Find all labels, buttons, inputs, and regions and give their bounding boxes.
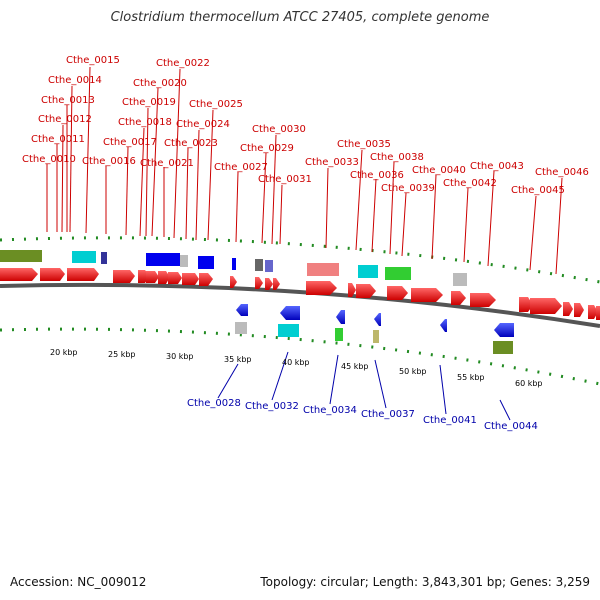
- gene-label: Cthe_0023: [164, 138, 218, 149]
- gene-label: Cthe_0024: [176, 119, 230, 130]
- gene-label: Cthe_0036: [350, 170, 404, 181]
- kbp-tick: 25 kbp: [108, 350, 136, 359]
- gene-label: Cthe_0045: [511, 185, 565, 196]
- top-gene-labels: Cthe_0010 Cthe_0011 Cthe_0012 Cthe_0013 …: [22, 55, 589, 196]
- gene-label: Cthe_0031: [258, 174, 312, 185]
- gene-label: Cthe_0021: [140, 158, 194, 169]
- gene-label: Cthe_0043: [470, 161, 524, 172]
- kbp-tick: 55 kbp: [457, 373, 485, 382]
- gene-label: Cthe_0038: [370, 152, 424, 163]
- gene-label: Cthe_0033: [305, 157, 359, 168]
- topology-text: Topology: circular; Length: 3,843,301 bp…: [260, 575, 590, 589]
- gene-label: Cthe_0034: [303, 405, 357, 416]
- kbp-tick: 20 kbp: [50, 348, 78, 357]
- gene-label: Cthe_0011: [31, 134, 85, 145]
- gene-label: Cthe_0028: [187, 398, 241, 409]
- gene-label: Cthe_0027: [214, 162, 268, 173]
- gene-label: Cthe_0037: [361, 409, 415, 420]
- reverse-genes: [236, 304, 514, 337]
- gene-label: Cthe_0018: [118, 117, 172, 128]
- gene-label: Cthe_0019: [122, 97, 176, 108]
- gene-label: Cthe_0022: [156, 58, 210, 69]
- kbp-tick: 60 kbp: [515, 379, 543, 388]
- gene-label: Cthe_0046: [535, 167, 589, 178]
- gene-label: Cthe_0010: [22, 154, 76, 165]
- gene-label: Cthe_0025: [189, 99, 243, 110]
- gene-label: Cthe_0040: [412, 165, 466, 176]
- kbp-tick: 30 kbp: [166, 352, 194, 361]
- gene-label: Cthe_0044: [484, 421, 538, 432]
- gene-label: Cthe_0012: [38, 114, 92, 125]
- bottom-dotted-arc: [0, 327, 600, 386]
- gene-label: Cthe_0041: [423, 415, 477, 426]
- kbp-tick: 35 kbp: [224, 355, 252, 364]
- kbp-tick: 40 kbp: [282, 358, 310, 367]
- kbp-scale: 20 kbp 25 kbp 30 kbp 35 kbp 40 kbp 45 kb…: [50, 348, 543, 388]
- gene-label: Cthe_0016: [82, 156, 136, 167]
- gene-label: Cthe_0029: [240, 143, 294, 154]
- gene-label: Cthe_0039: [381, 183, 435, 194]
- gene-label: Cthe_0014: [48, 75, 102, 86]
- kbp-tick: 45 kbp: [341, 362, 369, 371]
- genome-backbone: [0, 282, 600, 328]
- gene-label: Cthe_0035: [337, 139, 391, 150]
- kbp-tick: 50 kbp: [399, 367, 427, 376]
- forward-genes: [0, 268, 600, 320]
- top-dotted-arc: [0, 236, 600, 284]
- feature-boxes-top: [0, 250, 467, 286]
- feature-boxes-bottom: [235, 322, 513, 354]
- gene-label: Cthe_0032: [245, 401, 299, 412]
- gene-label: Cthe_0030: [252, 124, 306, 135]
- page-title: Clostridium thermocellum ATCC 27405, com…: [110, 10, 490, 25]
- gene-label: Cthe_0020: [133, 78, 187, 89]
- gene-label: Cthe_0017: [103, 137, 157, 148]
- bottom-leader-lines: [217, 351, 511, 421]
- gene-label: Cthe_0015: [66, 55, 120, 66]
- gene-label: Cthe_0013: [41, 95, 95, 106]
- gene-label: Cthe_0042: [443, 178, 497, 189]
- bottom-gene-labels: Cthe_0028 Cthe_0032 Cthe_0034 Cthe_0037 …: [187, 398, 538, 432]
- top-leader-lines: [46, 66, 563, 275]
- accession-text: Accession: NC_009012: [10, 575, 147, 589]
